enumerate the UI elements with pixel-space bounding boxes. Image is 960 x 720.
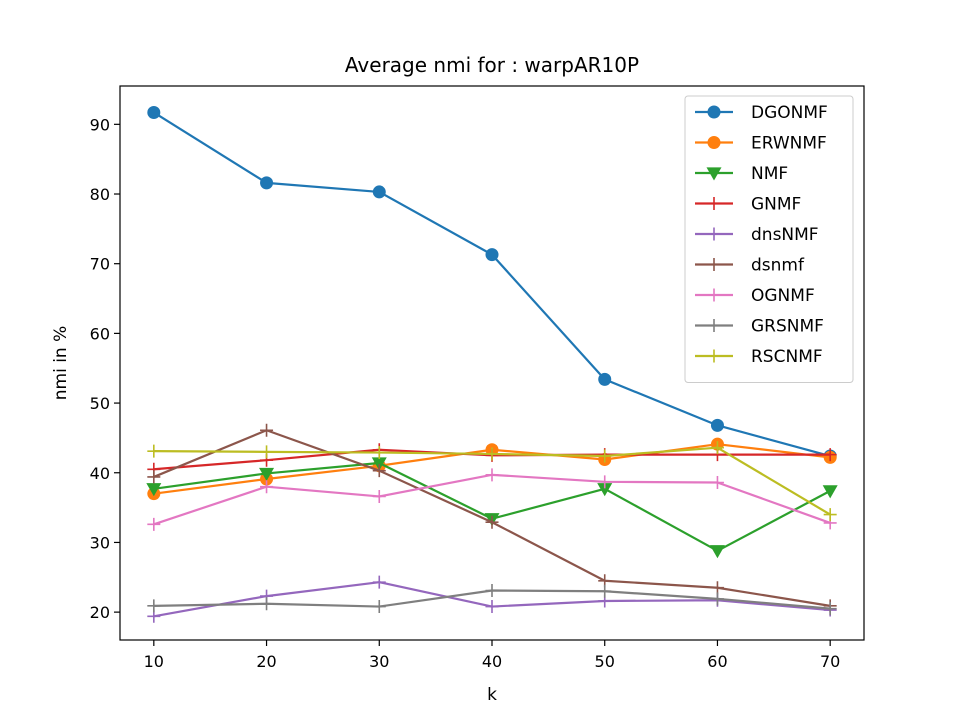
data-point-dgonmf: [372, 185, 386, 199]
data-point-nmf: [822, 485, 838, 499]
legend-label: GNMF: [751, 195, 801, 215]
legend-item-dgonmf: DGONMF: [695, 103, 828, 123]
data-point-rscnmf: [823, 508, 837, 522]
series-grsnmf: [147, 584, 837, 616]
data-point-rscnmf: [485, 447, 499, 461]
data-point-grsnmf: [485, 584, 499, 598]
data-point-dgonmf: [485, 248, 499, 262]
y-tick-label: 90: [90, 115, 110, 134]
legend-label: NMF: [751, 164, 788, 184]
data-point-grsnmf: [372, 600, 386, 614]
x-tick-label: 30: [369, 652, 389, 671]
data-point-ognmf: [372, 489, 386, 503]
y-tick-label: 60: [90, 324, 110, 343]
legend-item-gnmf: GNMF: [695, 195, 801, 215]
data-point-dsnmf: [147, 470, 161, 484]
chart-title: Average nmi for : warpAR10P: [345, 53, 639, 77]
x-axis: 10 20 30 40 50 60 70: [144, 640, 840, 671]
legend-item-dnsnmf: dnsNMF: [695, 225, 819, 245]
y-tick-label: 20: [90, 603, 110, 622]
data-point-grsnmf: [710, 592, 724, 606]
x-axis-label: k: [487, 685, 497, 705]
data-point-dgonmf: [710, 418, 724, 432]
legend-label: DGONMF: [751, 103, 828, 123]
y-axis-label: nmi in %: [51, 326, 71, 401]
data-point-dgonmf: [260, 176, 274, 190]
data-point-ognmf: [485, 468, 499, 482]
data-point-nmf: [371, 457, 387, 471]
y-tick-label: 30: [90, 533, 110, 552]
data-point-ognmf: [710, 476, 724, 490]
series-rscnmf: [147, 441, 837, 522]
data-point-dsnmf: [260, 423, 274, 437]
data-point-ognmf: [598, 475, 612, 489]
legend-marker: [707, 227, 721, 241]
legend-marker: [707, 288, 721, 302]
y-axis: 20 30 40 50 60 70 80 90: [90, 115, 120, 622]
series-ognmf: [147, 468, 837, 531]
legend-item-nmf: NMF: [695, 164, 788, 184]
data-point-ognmf: [260, 480, 274, 494]
data-point-rscnmf: [147, 444, 161, 458]
legend-label: dsnmf: [751, 256, 805, 276]
legend-label: OGNMF: [751, 286, 815, 306]
legend-label: RSCNMF: [751, 347, 823, 367]
legend-label: dnsNMF: [751, 225, 819, 245]
legend-marker: [707, 349, 721, 363]
legend-item-erwnmf: ERWNMF: [695, 134, 827, 154]
y-tick-label: 70: [90, 255, 110, 274]
series-dgonmf: [147, 105, 837, 463]
legend-item-ognmf: OGNMF: [695, 286, 815, 306]
data-point-gnmf: [823, 448, 837, 462]
legend-marker: [707, 197, 721, 210]
legend-item-grsnmf: GRSNMF: [695, 317, 824, 337]
data-point-dnsnmf: [485, 600, 499, 614]
legend-label: GRSNMF: [751, 317, 824, 337]
legend: DGONMF ERWNMF NMF GNMF dnsNMF dsnmf OGNMF GRSNM…: [684, 95, 854, 383]
y-tick-label: 50: [90, 394, 110, 413]
plot-area: [146, 105, 838, 623]
data-point-ognmf: [147, 517, 161, 531]
legend-box: [684, 95, 854, 383]
data-point-grsnmf: [147, 599, 161, 613]
legend-item-dsnmf: dsnmf: [695, 256, 805, 276]
series-dsnmf: [147, 423, 837, 613]
data-point-nmf: [597, 483, 613, 497]
data-point-rscnmf: [372, 446, 386, 460]
x-tick-label: 70: [820, 652, 840, 671]
data-point-nmf: [259, 467, 275, 481]
legend-label: ERWNMF: [751, 134, 827, 154]
data-point-rscnmf: [598, 449, 612, 463]
legend-marker: [706, 167, 722, 181]
x-tick-label: 60: [707, 652, 727, 671]
data-point-grsnmf: [260, 597, 274, 611]
legend-item-rscnmf: RSCNMF: [695, 347, 823, 367]
x-tick-label: 20: [256, 652, 276, 671]
legend-marker: [707, 258, 721, 271]
x-tick-label: 10: [144, 652, 164, 671]
data-point-grsnmf: [823, 602, 837, 616]
y-tick-label: 80: [90, 185, 110, 204]
y-tick-label: 40: [90, 464, 110, 483]
data-point-dsnmf: [485, 515, 499, 529]
x-tick-label: 50: [595, 652, 615, 671]
data-point-dnsnmf: [372, 575, 386, 589]
data-point-dgonmf: [598, 372, 612, 386]
data-point-dsnmf: [372, 464, 386, 478]
data-point-grsnmf: [598, 584, 612, 598]
data-point-nmf: [709, 545, 725, 559]
legend-marker: [707, 105, 721, 119]
data-point-dsnmf: [710, 581, 724, 595]
data-point-dgonmf: [147, 105, 161, 119]
x-tick-label: 40: [482, 652, 502, 671]
legend-marker: [707, 136, 721, 149]
data-point-rscnmf: [260, 445, 274, 459]
data-point-rscnmf: [710, 441, 724, 455]
data-point-nmf: [146, 483, 162, 497]
legend-marker: [707, 319, 721, 332]
